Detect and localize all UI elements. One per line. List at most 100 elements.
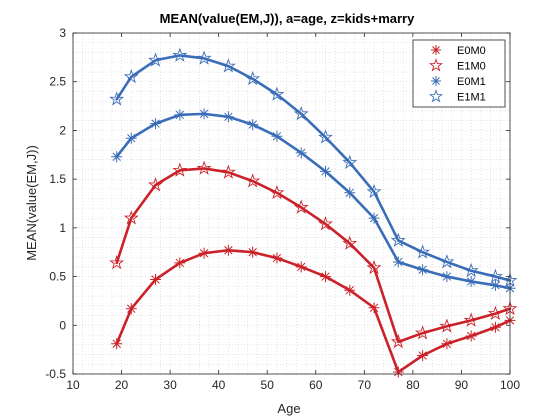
data-point-E1M0 — [172, 162, 188, 177]
data-point-E1M0 — [196, 160, 212, 175]
y-tick-label: 1 — [59, 221, 66, 235]
series-E1M1 — [109, 47, 518, 287]
series-E0M0 — [111, 244, 516, 378]
legend-box — [412, 39, 506, 108]
legend-item-E1M1: E1M1 — [428, 89, 486, 104]
data-point-E0M1 — [465, 275, 477, 287]
data-point-E0M1 — [319, 165, 331, 177]
data-point-E0M0 — [150, 273, 162, 285]
data-point-E0M0 — [222, 244, 234, 256]
data-point-E1M1 — [439, 254, 455, 269]
data-point-E1M1 — [415, 244, 431, 259]
data-point-E0M0 — [271, 252, 283, 264]
x-tick-label: 10 — [66, 378, 80, 392]
y-tick-label: -0.5 — [45, 367, 66, 381]
data-point-E0M0 — [489, 321, 501, 333]
data-point-E0M0 — [198, 247, 210, 259]
data-point-E0M0 — [368, 302, 380, 314]
x-tick-label: 30 — [163, 378, 177, 392]
data-point-E0M1 — [271, 130, 283, 142]
data-point-E0M1 — [150, 118, 162, 130]
data-point-E0M1 — [417, 264, 429, 276]
y-axis-label: MEAN(value(EM,J)) — [24, 145, 39, 261]
data-point-E1M0 — [245, 173, 261, 188]
y-tick-label: 0 — [59, 318, 66, 332]
x-tick-label: 20 — [115, 378, 129, 392]
ticks: 10 20 30 40 50 60 70 80 90 100 -0.5 0 0.5 1 1.5 2 2.5 3 — [45, 26, 520, 392]
y-tick-label: 2 — [59, 123, 66, 137]
data-point-E1M0 — [269, 184, 285, 200]
data-point-E1M0 — [293, 199, 309, 214]
data-point-E0M1 — [392, 256, 404, 268]
legend-marker-E1M1 — [428, 89, 444, 103]
data-point-E0M0 — [111, 338, 123, 350]
data-point-E0M0 — [295, 261, 307, 273]
data-point-E0M0 — [174, 257, 186, 269]
series-line-E1M0 — [115, 167, 512, 344]
y-tick-label: 2.5 — [49, 75, 66, 89]
chart-title: MEAN(value(EM,J)), a=age, z=kids+marry — [160, 11, 415, 26]
data-point-E1M0 — [463, 312, 479, 327]
data-point-E1M0 — [123, 210, 139, 225]
data-point-E1M1 — [220, 58, 236, 73]
x-tick-label: 100 — [500, 378, 520, 392]
data-point-E1M1 — [293, 106, 309, 121]
data-point-E0M0 — [465, 330, 477, 342]
data-point-E1M0 — [439, 318, 455, 333]
data-point-E1M1 — [172, 47, 188, 62]
legend-marker-E0M0 — [431, 45, 441, 55]
legend-item-E0M1: E0M1 — [431, 76, 486, 88]
data-point-E0M1 — [125, 132, 137, 144]
data-point-E1M1 — [366, 183, 382, 199]
grid — [72, 32, 511, 375]
data-point-E1M1 — [245, 70, 261, 86]
data-point-E1M1 — [318, 129, 333, 144]
data-point-E1M1 — [148, 52, 164, 67]
series-line-E0M1 — [115, 112, 512, 290]
x-tick-label: 40 — [212, 378, 226, 392]
legend-label-E1M1: E1M1 — [457, 92, 486, 104]
data-point-E0M1 — [344, 187, 356, 199]
data-point-E1M0 — [109, 255, 125, 270]
data-point-E1M0 — [148, 177, 164, 192]
data-point-E0M1 — [111, 151, 123, 163]
data-point-E1M0 — [415, 325, 431, 340]
y-tick-label: 3 — [59, 26, 66, 40]
legend-item-E1M0: E1M0 — [428, 58, 486, 73]
legend-label-E0M1: E0M1 — [457, 76, 486, 88]
data-point-E1M0 — [342, 235, 358, 250]
data-point-E1M0 — [318, 216, 333, 231]
legend-label-E0M0: E0M0 — [457, 45, 486, 57]
legend-marker-E0M1 — [431, 76, 441, 86]
data-point-E1M1 — [390, 232, 406, 247]
data-point-E0M1 — [489, 279, 501, 291]
data-point-E1M1 — [342, 154, 358, 169]
x-axis-label: Age — [277, 401, 300, 416]
y-tick-label: 1.5 — [49, 172, 66, 186]
data-point-E0M1 — [174, 109, 186, 121]
data-point-E1M1 — [463, 262, 479, 278]
y-tick-label: 0.5 — [49, 270, 66, 284]
data-point-E1M1 — [487, 268, 503, 283]
data-point-E0M1 — [198, 108, 210, 120]
data-point-E1M0 — [487, 305, 503, 320]
legend: E0M0 E1M0 E0M1 E1M1 — [412, 39, 506, 108]
data-point-E0M1 — [222, 111, 234, 123]
legend-item-E0M0: E0M0 — [431, 45, 486, 57]
plot-border — [72, 32, 511, 375]
data-point-E0M0 — [319, 271, 331, 283]
data-point-E1M1 — [123, 68, 139, 84]
x-tick-label: 90 — [455, 378, 469, 392]
data-point-E0M0 — [125, 303, 137, 315]
series-line-E1M1 — [115, 54, 512, 282]
data-point-E0M0 — [392, 366, 404, 378]
data-point-E0M1 — [247, 119, 259, 131]
data-point-E1M0 — [366, 259, 382, 275]
x-tick-label: 80 — [406, 378, 420, 392]
data-point-E1M1 — [196, 50, 212, 65]
data-point-E0M0 — [344, 284, 356, 296]
data-point-E0M0 — [247, 246, 259, 258]
data-point-E1M0 — [390, 333, 406, 349]
series-E1M0 — [109, 160, 518, 349]
